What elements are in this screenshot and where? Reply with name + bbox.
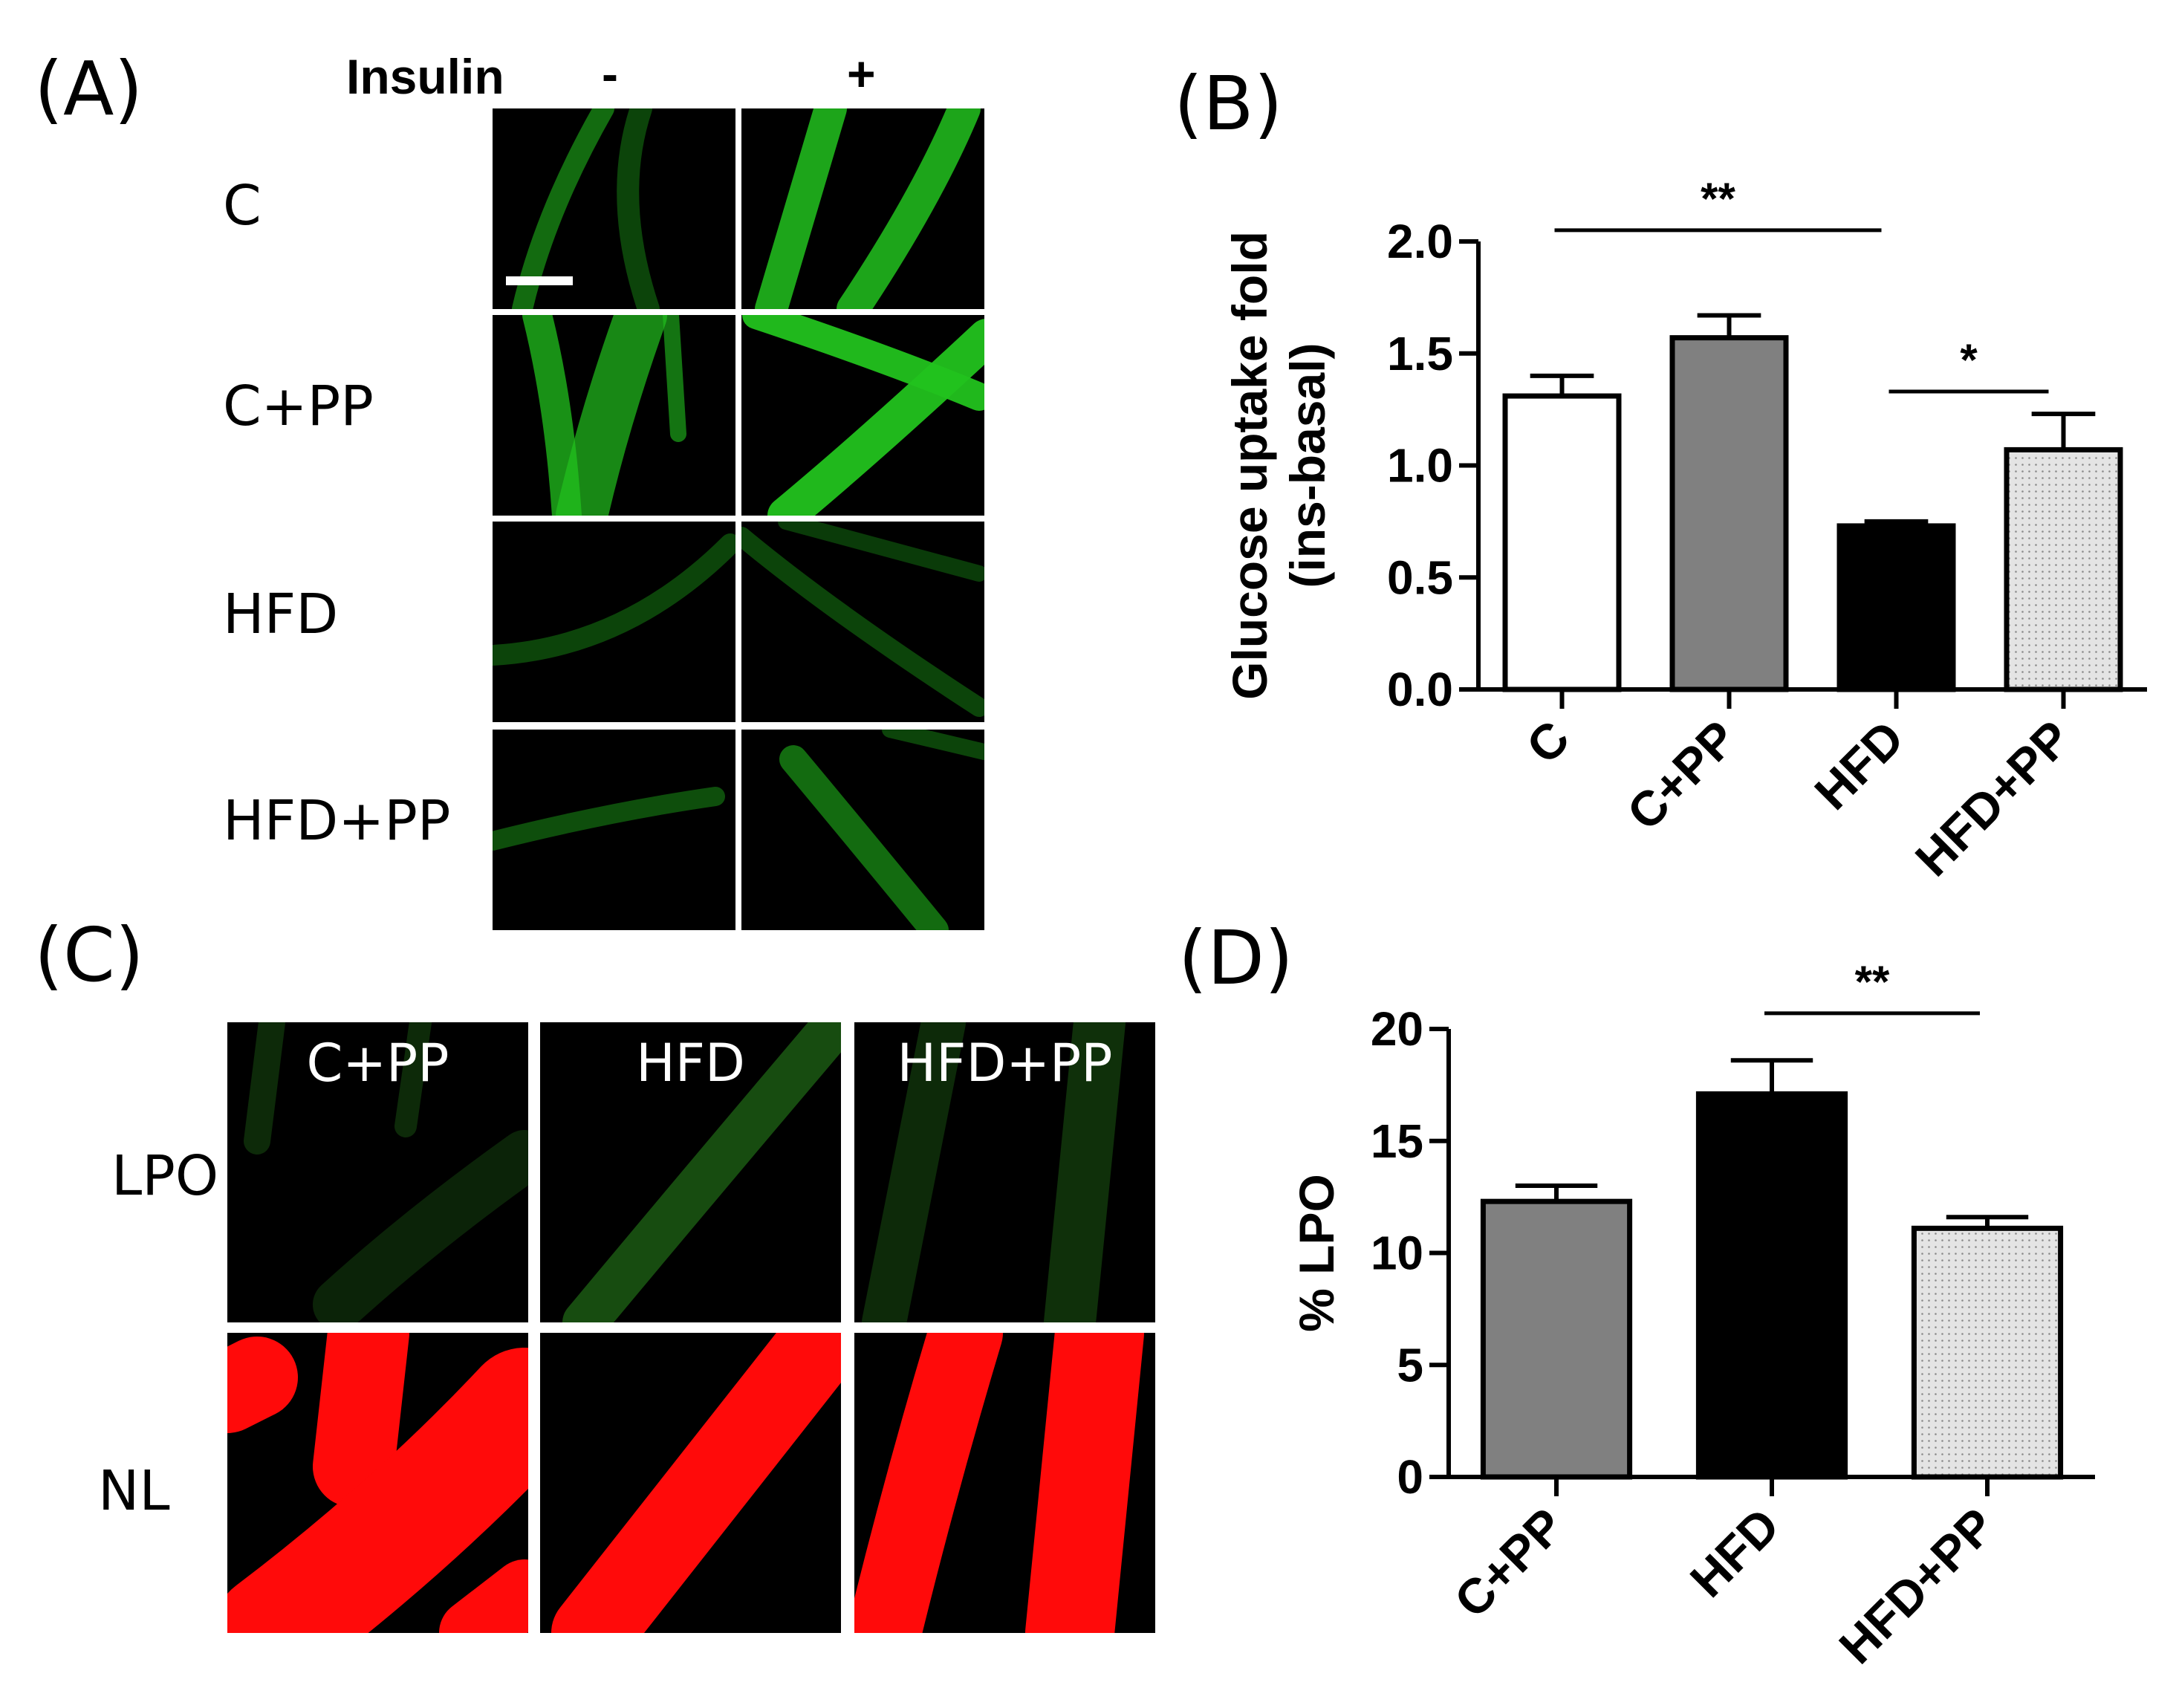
y-tick-label: 2.0 xyxy=(1387,215,1453,268)
significance-label: * xyxy=(1960,335,1978,385)
micrograph-c-pp-basal xyxy=(493,315,735,516)
micrograph-hfd-pp-insulin xyxy=(741,730,984,930)
row-label-c-pp: C+PP xyxy=(223,374,374,438)
y-axis-label: (ins-basal) xyxy=(1280,342,1335,588)
bar-hfd-pp xyxy=(1911,1225,2064,1480)
micrograph-nl-hfd-pp xyxy=(854,1333,1155,1633)
row-label-lpo: LPO xyxy=(111,1144,219,1208)
micrograph-hfd-insulin xyxy=(741,522,984,722)
y-tick-label: 0 xyxy=(1397,1450,1423,1504)
row-label-hfd-pp: HFD+PP xyxy=(223,789,451,853)
y-tick-label: 1.5 xyxy=(1387,327,1453,380)
micrograph-nl-c-pp xyxy=(227,1333,528,1633)
bar-hfd xyxy=(1695,1091,1848,1480)
y-tick-label: 0.0 xyxy=(1387,663,1453,716)
column-label-hfd-pp: HFD+PP xyxy=(897,1033,1113,1094)
y-tick-label: 0.5 xyxy=(1387,551,1453,604)
panel-d-label: (D) xyxy=(1178,915,1294,1001)
panel-c-label: (C) xyxy=(34,912,144,999)
micrograph-lpo-hfd-pp: HFD+PP xyxy=(854,1022,1155,1322)
panel-a-label: (A) xyxy=(34,45,143,132)
column-label-hfd: HFD xyxy=(636,1033,745,1094)
x-category-label: HFD xyxy=(1680,1498,1790,1608)
micrograph-c-pp-insulin xyxy=(741,315,984,516)
insulin-plus-label: + xyxy=(847,46,876,101)
bar-c-pp xyxy=(1480,1198,1633,1480)
glucose-uptake-chart: 0.0 0.5 1.0 1.5 2.0 Glucose uptake fold (ins-b… xyxy=(1222,174,2147,886)
micrograph-lpo-hfd: HFD xyxy=(540,1022,841,1322)
row-label-nl: NL xyxy=(98,1459,170,1523)
y-tick-label: 10 xyxy=(1371,1227,1423,1280)
insulin-label: Insulin xyxy=(346,49,504,104)
y-tick-label: 20 xyxy=(1371,1002,1423,1056)
panel-b-label: (B) xyxy=(1174,60,1283,147)
column-label-c-pp: C+PP xyxy=(306,1033,449,1094)
x-category-label: HFD+PP xyxy=(1828,1498,2005,1675)
micrograph-lpo-c-pp: C+PP xyxy=(227,1022,528,1322)
row-label-hfd: HFD xyxy=(223,582,339,646)
y-axis-label: % LPO xyxy=(1289,1174,1344,1332)
micrograph-hfd-basal xyxy=(493,522,735,722)
insulin-minus-label: - xyxy=(602,46,618,101)
micrograph-c-basal xyxy=(493,108,735,309)
micrograph-c-insulin xyxy=(741,108,984,309)
micrograph-hfd-pp-basal xyxy=(493,730,735,930)
significance-label: ** xyxy=(1855,957,1890,1007)
x-category-label: C+PP xyxy=(1443,1498,1574,1629)
y-tick-label: 5 xyxy=(1397,1338,1423,1392)
micrograph-nl-hfd xyxy=(540,1333,841,1633)
y-tick-label: 15 xyxy=(1371,1114,1423,1168)
significance-label: ** xyxy=(1701,174,1735,224)
row-label-c: C xyxy=(223,174,262,238)
y-tick-label: 1.0 xyxy=(1387,439,1453,493)
y-axis-label: Glucose uptake fold xyxy=(1222,231,1277,700)
